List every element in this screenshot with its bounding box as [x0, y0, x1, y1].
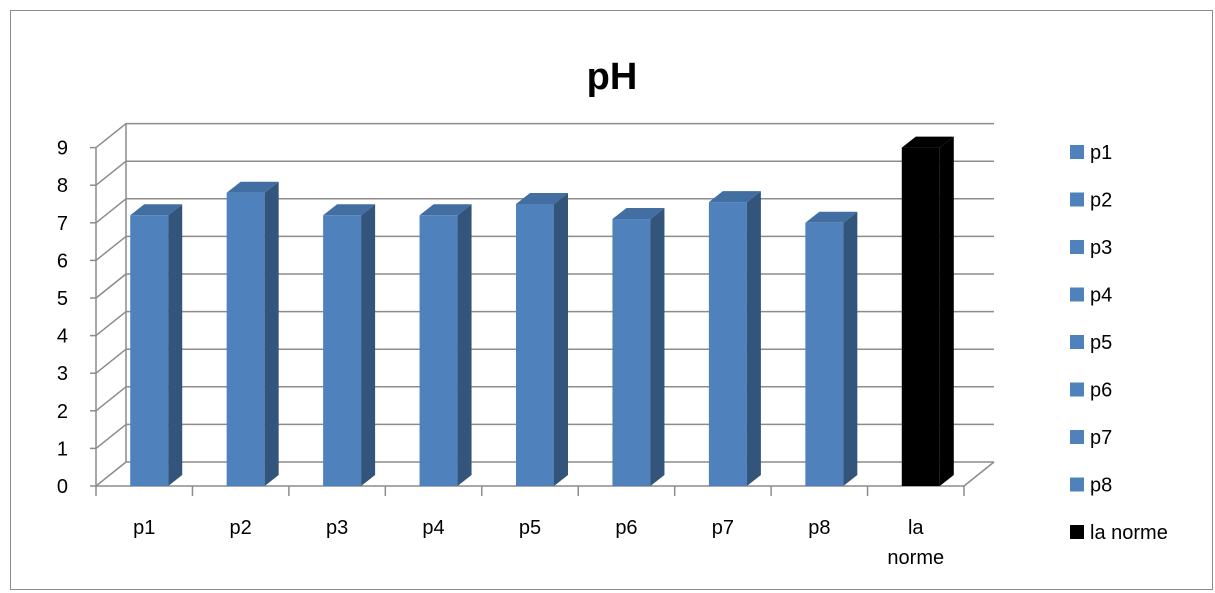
- y-tick-label: 8: [57, 175, 68, 197]
- bars: [130, 136, 954, 487]
- legend-label: p2: [1090, 190, 1112, 212]
- bar-side: [939, 136, 954, 486]
- bar-top: [612, 208, 665, 220]
- y-tick-label: 3: [57, 363, 68, 385]
- bar-top: [130, 204, 183, 216]
- y-tick-label: 9: [57, 138, 68, 160]
- bar-side: [554, 193, 568, 486]
- bar-chart: pH 0 1 2 3 4 5 6 7 8 9 p1 p2 p3 p4 p5 p6 p7 p8 la norme p1…: [57, 56, 1168, 569]
- bar-front: [516, 204, 554, 486]
- legend-swatch: [1070, 287, 1084, 302]
- legend: p1 p2 p3 p4 p5 p6 p7 p8 la norme: [1070, 142, 1168, 544]
- legend-item: p3: [1070, 237, 1112, 259]
- bar-front: [805, 222, 844, 487]
- bar-front: [708, 202, 747, 486]
- bar-side: [361, 204, 376, 486]
- gridline-depth: [95, 311, 127, 337]
- chart-frame: pH 0 1 2 3 4 5 6 7 8 9 p1 p2 p3 p4 p5 p6 p7 p8 la norme p1…: [10, 10, 1213, 590]
- legend-item: p7: [1070, 427, 1112, 449]
- gridline-depth: [95, 423, 127, 449]
- bar-front: [226, 192, 265, 486]
- bar-top: [708, 191, 761, 203]
- x-tick-label: p5: [519, 517, 541, 539]
- gridline-depth: [95, 123, 127, 149]
- gridline-depth: [95, 386, 127, 412]
- bar-front: [419, 215, 458, 486]
- y-axis: 0 1 2 3 4 5 6 7 8 9: [57, 123, 127, 498]
- bar-front: [901, 147, 940, 486]
- legend-item: p1: [1070, 142, 1112, 164]
- legend-swatch: [1070, 525, 1084, 539]
- legend-item: p6: [1070, 380, 1112, 402]
- x-tick-label: p7: [712, 517, 734, 539]
- gridline-depth: [95, 160, 127, 186]
- bar-p2: [226, 181, 279, 486]
- legend-label: p5: [1090, 332, 1112, 354]
- gridline-depth: [95, 461, 127, 487]
- gridline-depth: [95, 348, 127, 374]
- legend-label: p1: [1090, 142, 1112, 164]
- legend-swatch: [1070, 240, 1084, 254]
- legend-swatch: [1070, 477, 1084, 492]
- y-tick-label: 6: [57, 250, 68, 272]
- legend-swatch: [1070, 335, 1084, 349]
- x-tick-label: p4: [422, 517, 444, 539]
- x-tick-label: p8: [808, 517, 830, 539]
- bar-front: [612, 219, 651, 487]
- legend-swatch: [1070, 382, 1084, 397]
- chart-title: pH: [587, 56, 638, 98]
- y-tick-label: 5: [57, 288, 68, 310]
- bar-top: [419, 204, 472, 216]
- bar-p1: [130, 204, 183, 486]
- bar-p5: [516, 193, 568, 486]
- legend-label: p8: [1090, 475, 1112, 497]
- bar-p4: [419, 204, 472, 486]
- bar-side: [650, 208, 665, 487]
- x-tick-label: la norme: [887, 517, 944, 569]
- legend-swatch: [1070, 145, 1084, 159]
- gridline-depth: [95, 273, 127, 299]
- y-tick-label: 2: [57, 401, 68, 423]
- bar-front: [130, 215, 169, 486]
- legend-label: p7: [1090, 427, 1112, 449]
- legend-swatch: [1070, 430, 1084, 444]
- bar-top: [516, 193, 568, 204]
- legend-swatch: [1070, 192, 1084, 207]
- bar-top: [226, 181, 279, 193]
- bar-side: [264, 181, 279, 486]
- y-tick-label: 7: [57, 213, 68, 235]
- bar-p6: [612, 208, 665, 487]
- x-tick-label: p3: [326, 517, 348, 539]
- bar-la-norme: [901, 136, 954, 486]
- bar-side: [843, 211, 858, 487]
- gridline-depth: [95, 235, 127, 261]
- legend-item: la norme: [1070, 522, 1168, 544]
- y-tick-label: 0: [57, 476, 68, 498]
- bar-front: [323, 215, 362, 486]
- legend-label: p4: [1090, 285, 1112, 307]
- legend-item: p5: [1070, 332, 1112, 354]
- y-tick-label: 1: [57, 438, 68, 460]
- bar-p3: [323, 204, 376, 486]
- bar-p8: [805, 211, 858, 487]
- floor-edge: [963, 461, 995, 487]
- legend-item: p4: [1070, 285, 1112, 307]
- x-tick-label: p6: [615, 517, 637, 539]
- legend-item: p8: [1070, 475, 1112, 497]
- y-tick-label: 4: [57, 326, 68, 348]
- x-tick-label: p2: [230, 517, 252, 539]
- legend-label: la norme: [1090, 522, 1168, 544]
- x-tick-label: p1: [133, 517, 155, 539]
- legend-label: p6: [1090, 380, 1112, 402]
- legend-item: p2: [1070, 190, 1112, 212]
- bar-side: [746, 191, 761, 486]
- bar-top: [805, 211, 858, 223]
- bar-p7: [708, 191, 761, 486]
- gridline-depth: [95, 198, 127, 224]
- bar-top: [901, 136, 954, 148]
- bar-side: [457, 204, 472, 486]
- legend-label: p3: [1090, 237, 1112, 259]
- bar-top: [323, 204, 376, 216]
- bar-side: [168, 204, 183, 486]
